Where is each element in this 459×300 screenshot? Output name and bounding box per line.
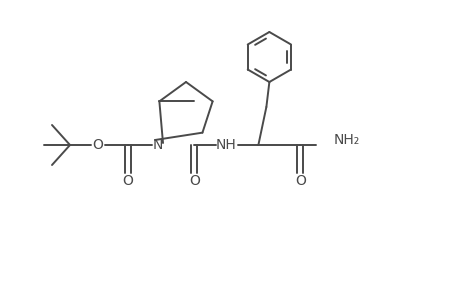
Text: NH₂: NH₂ [333, 133, 359, 147]
Text: NH: NH [216, 138, 236, 152]
Text: N: N [152, 138, 163, 152]
Text: O: O [294, 174, 305, 188]
Text: O: O [189, 174, 199, 188]
Text: O: O [92, 138, 103, 152]
Text: O: O [122, 174, 133, 188]
